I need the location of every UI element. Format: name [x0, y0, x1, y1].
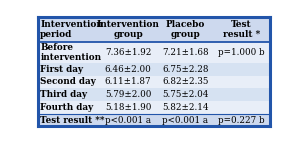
Bar — [99, 114, 157, 126]
Text: First day: First day — [40, 65, 83, 74]
Text: Test result **: Test result ** — [40, 116, 105, 125]
Bar — [213, 63, 270, 76]
Bar — [38, 42, 99, 63]
Text: Test
result *: Test result * — [223, 20, 260, 39]
Text: p=1.000 b: p=1.000 b — [218, 48, 265, 57]
Text: Intervention
group: Intervention group — [97, 20, 160, 39]
Bar — [99, 63, 157, 76]
Text: 7.21±1.68: 7.21±1.68 — [162, 48, 208, 57]
Text: 5.18±1.90: 5.18±1.90 — [105, 103, 152, 112]
Bar — [157, 42, 213, 63]
Text: 6.46±2.00: 6.46±2.00 — [105, 65, 152, 74]
Bar — [157, 88, 213, 101]
Text: 7.36±1.92: 7.36±1.92 — [105, 48, 152, 57]
Bar — [157, 63, 213, 76]
Bar — [99, 17, 157, 42]
Text: Placebo
group: Placebo group — [166, 20, 205, 39]
Text: Second day: Second day — [40, 78, 96, 86]
Bar — [38, 101, 99, 114]
Text: 5.75±2.04: 5.75±2.04 — [162, 90, 208, 99]
Text: 5.79±2.00: 5.79±2.00 — [105, 90, 152, 99]
Bar — [213, 101, 270, 114]
Text: p<0.001 a: p<0.001 a — [162, 116, 208, 125]
Bar — [38, 76, 99, 88]
Bar — [38, 63, 99, 76]
Text: 6.75±2.28: 6.75±2.28 — [162, 65, 208, 74]
Bar — [213, 114, 270, 126]
Text: 6.11±1.87: 6.11±1.87 — [105, 78, 152, 86]
Bar — [99, 88, 157, 101]
Text: Fourth day: Fourth day — [40, 103, 94, 112]
Bar — [99, 76, 157, 88]
Bar — [157, 114, 213, 126]
Bar — [99, 101, 157, 114]
Text: p<0.001 a: p<0.001 a — [105, 116, 151, 125]
Bar — [213, 76, 270, 88]
Bar — [38, 17, 99, 42]
Bar — [213, 42, 270, 63]
Bar — [157, 101, 213, 114]
Bar — [99, 42, 157, 63]
Bar — [157, 76, 213, 88]
Text: Intervention
period: Intervention period — [40, 20, 103, 39]
Bar — [157, 17, 213, 42]
Text: 6.82±2.35: 6.82±2.35 — [162, 78, 208, 86]
Text: 5.82±2.14: 5.82±2.14 — [162, 103, 208, 112]
Text: p=0.227 b: p=0.227 b — [218, 116, 265, 125]
Bar — [213, 88, 270, 101]
Text: Before
intervention: Before intervention — [40, 43, 101, 62]
Bar — [38, 88, 99, 101]
Text: Third day: Third day — [40, 90, 87, 99]
Bar — [38, 114, 99, 126]
Bar — [213, 17, 270, 42]
